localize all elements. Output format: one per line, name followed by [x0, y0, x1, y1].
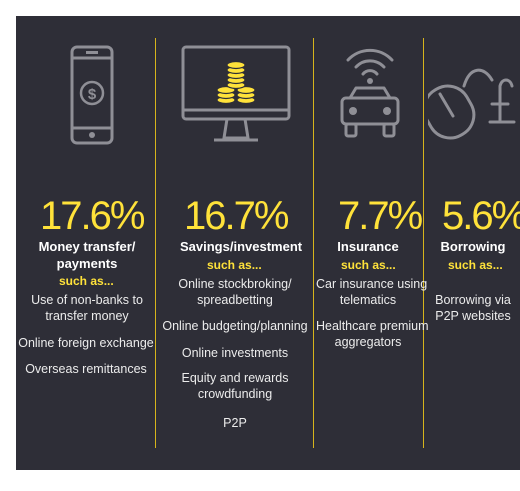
- example-item: Online investments: [181, 346, 289, 360]
- column-divider: [313, 38, 314, 448]
- smartphone-dollar-icon: $: [70, 45, 114, 145]
- category-title: Borrowing: [440, 239, 506, 254]
- mouse-pound-icon: [428, 68, 516, 140]
- percentage-value: 17.6%: [40, 194, 145, 238]
- svg-text:$: $: [88, 86, 97, 103]
- example-item: Healthcare premium aggregators: [316, 319, 429, 349]
- such-as-label: such as...: [341, 258, 396, 272]
- example-item: Equity and rewards crowdfunding: [181, 371, 289, 401]
- percentage-value: 5.6%: [442, 194, 520, 238]
- example-item: Overseas remittances: [25, 362, 147, 376]
- monitor-coins-icon: [181, 45, 291, 142]
- example-item: Car insurance using telematics: [316, 277, 428, 307]
- such-as-label: such as...: [448, 258, 503, 272]
- column-divider: [155, 38, 156, 448]
- category-title: Money transfer/ payments: [38, 239, 136, 271]
- example-item: Online budgeting/planning: [162, 319, 308, 333]
- such-as-label: such as...: [59, 274, 114, 288]
- example-item: Borrowing via P2P websites: [435, 293, 511, 323]
- connected-car-icon: [340, 48, 400, 138]
- column-divider: [423, 38, 424, 448]
- percentage-value: 7.7%: [338, 194, 423, 238]
- example-item: P2P: [223, 416, 247, 430]
- percentage-value: 16.7%: [184, 194, 289, 238]
- such-as-label: such as...: [207, 258, 262, 272]
- category-title: Savings/investment: [180, 239, 303, 254]
- fintech-adoption-panel: $ 17.6% Money transfer/ payments such as…: [16, 16, 520, 470]
- example-item: Online foreign exchange: [18, 336, 154, 350]
- example-item: Use of non-banks to transfer money: [31, 293, 143, 323]
- example-item: Online stockbroking/ spreadbetting: [178, 277, 292, 307]
- category-title: Insurance: [337, 239, 399, 254]
